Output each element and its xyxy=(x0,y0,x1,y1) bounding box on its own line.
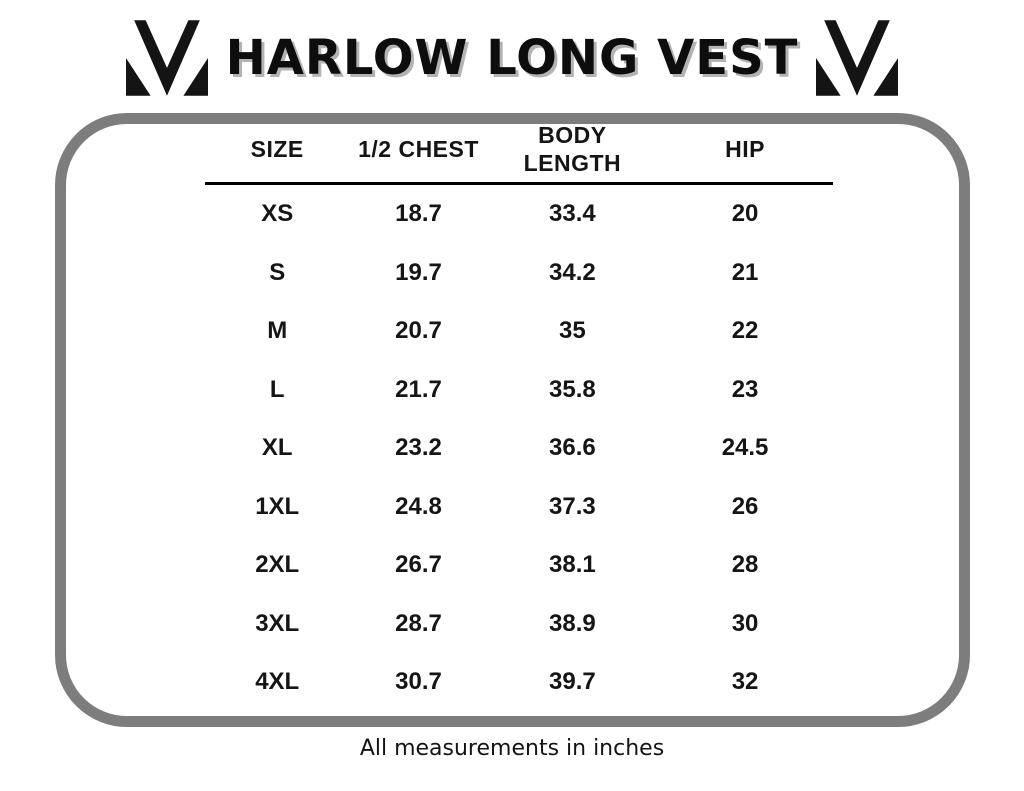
table-row-m: M 20.7 35 22 xyxy=(205,302,833,361)
half-chest-value: 30.7 xyxy=(395,668,442,696)
half-chest-value: 28.7 xyxy=(395,609,442,637)
body-length-value: 37.3 xyxy=(549,492,596,520)
size-label: 4XL xyxy=(255,668,300,696)
body-length-value: 35.8 xyxy=(549,375,596,403)
body-length-value: 35 xyxy=(559,317,586,345)
half-chest-value: 19.7 xyxy=(395,258,442,286)
hip-value: 32 xyxy=(731,668,759,696)
size-chart-frame xyxy=(55,113,970,727)
half-chest-value: 18.7 xyxy=(395,200,442,228)
hip-value: 23 xyxy=(731,375,759,403)
hip-value: 28 xyxy=(731,551,759,579)
half-chest-value: 24.8 xyxy=(395,492,442,520)
body-length-value: 33.4 xyxy=(549,200,596,228)
column-header-size: SIZE xyxy=(250,135,304,162)
hip-value: 21 xyxy=(731,258,759,286)
column-header-hip: HIP xyxy=(725,135,765,162)
table-row-l: L 21.7 35.8 23 xyxy=(205,361,833,420)
body-length-value: 39.7 xyxy=(549,668,596,696)
half-chest-value: 20.7 xyxy=(395,317,442,345)
half-chest-value: 21.7 xyxy=(395,375,442,403)
table-row-3xl: 3XL 28.7 38.9 30 xyxy=(205,595,833,654)
table-row-4xl: 4XL 30.7 39.7 32 xyxy=(205,653,833,712)
size-label: 3XL xyxy=(255,609,300,637)
table-row-xl: XL 23.2 36.6 24.5 xyxy=(205,419,833,478)
column-header-body-length: BODY LENGTH xyxy=(523,122,622,176)
size-label: L xyxy=(269,375,285,403)
size-label: S xyxy=(269,258,286,286)
hip-value: 26 xyxy=(731,492,759,520)
body-length-value: 34.2 xyxy=(549,258,596,286)
hip-value: 22 xyxy=(731,317,759,345)
size-label: 1XL xyxy=(255,492,300,520)
brand-m-logo-right-icon xyxy=(816,20,899,96)
column-header-half-chest: 1/2 CHEST xyxy=(358,135,479,162)
page-title: HARLOW LONG VEST xyxy=(225,30,799,86)
table-header-row: SIZE 1/2 CHEST BODY LENGTH HIP xyxy=(205,122,833,186)
size-label: M xyxy=(267,317,288,345)
table-row-s: S 19.7 34.2 21 xyxy=(205,244,833,303)
body-length-value: 38.1 xyxy=(549,551,596,579)
size-label: XS xyxy=(261,200,294,228)
half-chest-value: 26.7 xyxy=(395,551,442,579)
hip-value: 20 xyxy=(731,200,759,228)
size-chart-table: SIZE 1/2 CHEST BODY LENGTH HIP XS 18.7 3… xyxy=(205,122,833,712)
table-row-1xl: 1XL 24.8 37.3 26 xyxy=(205,478,833,537)
body-length-value: 38.9 xyxy=(549,609,596,637)
size-label: XL xyxy=(261,434,293,462)
table-body: XS 18.7 33.4 20 S 19.7 34.2 21 M 20.7 35… xyxy=(205,185,833,712)
table-row-2xl: 2XL 26.7 38.1 28 xyxy=(205,536,833,595)
table-row-xs: XS 18.7 33.4 20 xyxy=(205,185,833,244)
hip-value: 30 xyxy=(731,609,759,637)
hip-value: 24.5 xyxy=(721,434,769,462)
brand-header: HARLOW LONG VEST xyxy=(0,8,1024,108)
units-note: All measurements in inches xyxy=(359,736,665,761)
brand-m-logo-left-icon xyxy=(125,20,208,96)
size-label: 2XL xyxy=(255,551,300,579)
half-chest-value: 23.2 xyxy=(395,434,442,462)
body-length-value: 36.6 xyxy=(549,434,596,462)
